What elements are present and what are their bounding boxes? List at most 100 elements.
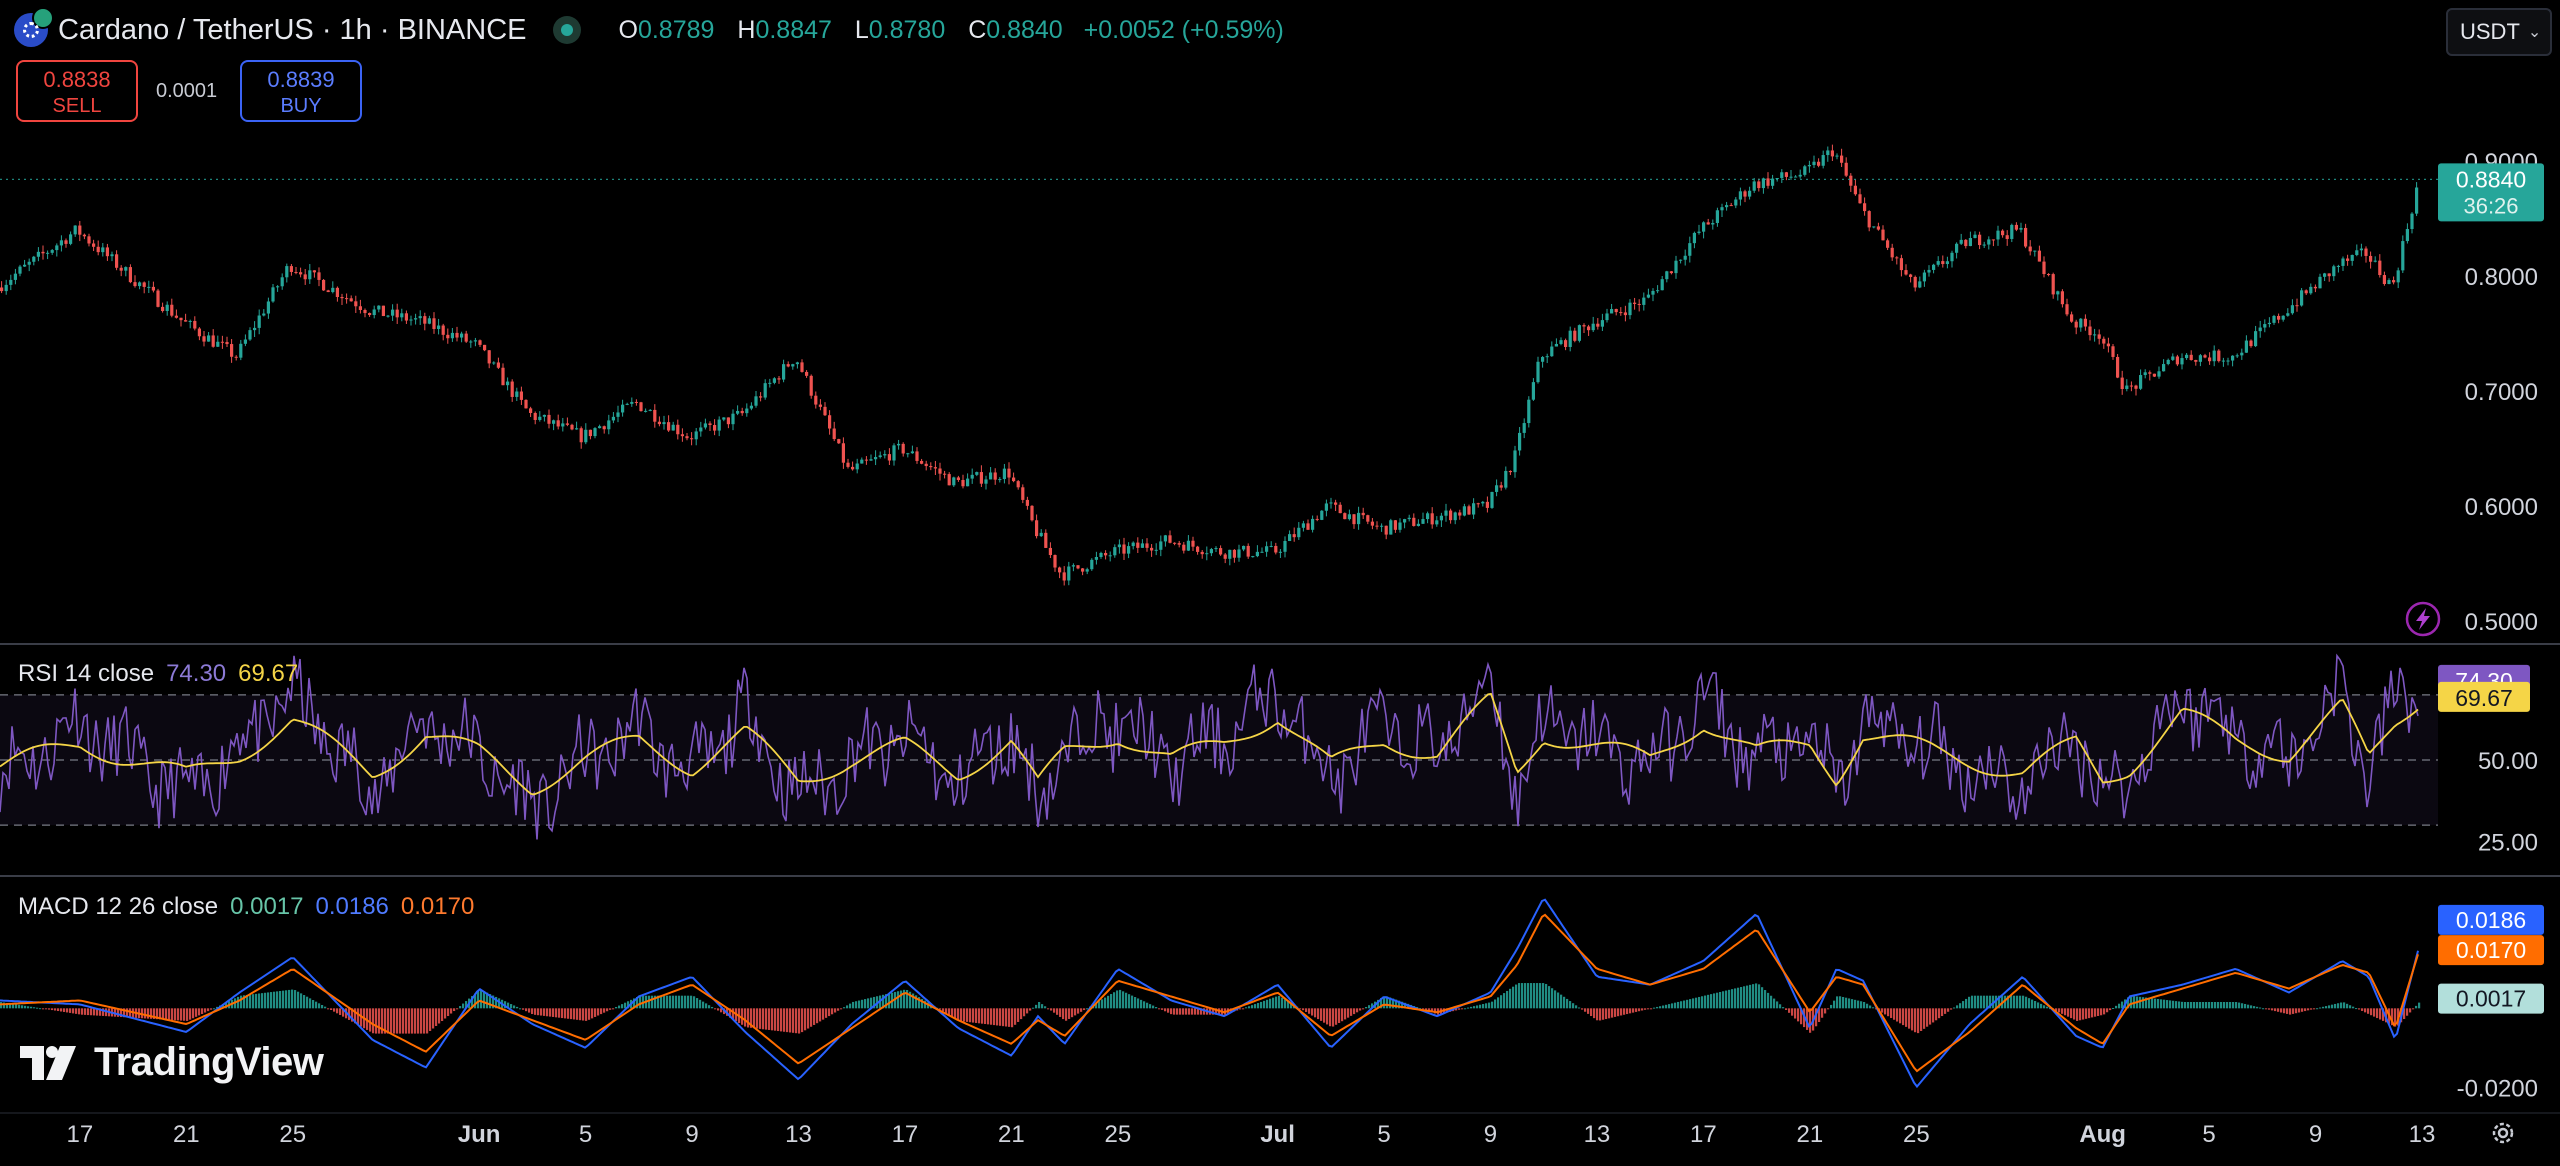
macd-histogram-bar	[1779, 1004, 1782, 1009]
candle	[2019, 227, 2023, 230]
macd-histogram-bar	[2166, 1000, 2169, 1009]
macd-histogram-bar	[1590, 1008, 1593, 1017]
macd-histogram-bar	[474, 993, 477, 1009]
rsi-line	[0, 653, 2419, 840]
candle	[1757, 181, 1761, 189]
candle	[1476, 503, 1480, 505]
macd-histogram-bar	[2022, 995, 2025, 1009]
macd-histogram-bar	[2253, 1006, 2256, 1009]
candle	[952, 477, 956, 486]
buy-button[interactable]: 0.8839 BUY	[240, 60, 362, 122]
macd-histogram-bar	[2121, 1001, 2124, 1009]
macd-histogram-bar	[669, 995, 672, 1009]
macd-histogram-bar	[831, 1008, 834, 1015]
macd-histogram-bar	[1212, 1008, 1215, 1015]
macd-histogram-bar	[78, 1008, 81, 1015]
candle	[1692, 232, 1696, 244]
macd-histogram-bar	[1083, 1008, 1086, 1011]
candle	[50, 250, 54, 253]
macd-legend[interactable]: MACD 12 26 close 0.0017 0.0186 0.0170	[18, 893, 474, 921]
rsi-legend[interactable]: RSI 14 close 74.30 69.67	[18, 660, 298, 688]
candle	[1821, 155, 1825, 166]
macd-histogram-bar	[1029, 1008, 1032, 1011]
market-status-icon[interactable]	[552, 16, 581, 44]
candle	[1784, 172, 1788, 177]
macd-histogram-bar	[1353, 1008, 1356, 1015]
candle	[915, 451, 919, 461]
candle	[1835, 155, 1839, 157]
macd-histogram-bar	[1164, 1008, 1167, 1012]
macd-histogram-bar	[594, 1008, 597, 1017]
candle	[1090, 559, 1094, 570]
macd-pane[interactable]	[0, 898, 2421, 1089]
macd-histogram-bar	[903, 989, 906, 1009]
symbol-title[interactable]: Cardano / TetherUS · 1h · BINANCE	[58, 13, 527, 46]
macd-histogram-bar	[1707, 994, 1710, 1009]
macd-histogram-bar	[606, 1008, 609, 1012]
macd-histogram-bar	[2247, 1004, 2250, 1009]
time-tick-label: 5	[1377, 1121, 1390, 1148]
candle	[1297, 527, 1301, 538]
candle	[1812, 161, 1816, 166]
macd-histogram-bar	[759, 1008, 762, 1029]
candle	[280, 277, 284, 287]
macd-histogram-bar	[741, 1008, 744, 1025]
macd-histogram-bar	[1383, 996, 1386, 1009]
macd-histogram-bar	[1521, 983, 1524, 1009]
macd-histogram-bar	[1344, 1008, 1347, 1020]
macd-histogram-bar	[1914, 1008, 1917, 1033]
macd-histogram-bar	[1170, 1008, 1173, 1015]
sell-button[interactable]: 0.8838 SELL	[16, 60, 138, 122]
candle	[736, 410, 740, 414]
candle	[910, 451, 914, 454]
candle	[1352, 514, 1356, 525]
lightning-icon[interactable]	[2404, 600, 2442, 638]
candle	[897, 443, 901, 446]
candle	[1527, 399, 1531, 424]
macd-histogram-bar	[687, 995, 690, 1009]
candle	[2070, 314, 2074, 322]
macd-histogram-bar	[1617, 1008, 1620, 1017]
symbol-header[interactable]: Cardano / TetherUS · 1h · BINANCE O0.878…	[14, 7, 1284, 50]
macd-histogram-bar	[849, 1003, 852, 1009]
candle	[2208, 357, 2212, 362]
macd-histogram-bar	[2361, 1008, 2364, 1011]
price-tick-label: 0.7000	[2465, 379, 2538, 406]
candle	[450, 332, 454, 339]
macd-histogram-bar	[2325, 1006, 2328, 1009]
candle	[2125, 385, 2129, 390]
candle	[469, 341, 473, 343]
candle	[1485, 501, 1489, 508]
candle	[933, 467, 937, 469]
macd-histogram-bar	[858, 1000, 861, 1009]
candle	[1600, 320, 1604, 327]
candle	[96, 246, 100, 253]
candle	[708, 423, 712, 426]
macd-histogram-bar	[1857, 1000, 1860, 1009]
candle	[828, 415, 832, 429]
rsi-pane[interactable]	[0, 653, 2438, 840]
macd-histogram-bar	[183, 1008, 186, 1021]
macd-histogram-bar	[255, 993, 258, 1009]
macd-histogram-bar	[408, 1008, 411, 1034]
currency-select[interactable]: USDT ⌄	[2446, 8, 2552, 56]
price-pane[interactable]	[0, 144, 2438, 586]
candle	[823, 406, 827, 416]
macd-histogram-bar	[450, 1008, 453, 1014]
candle	[2001, 230, 2005, 236]
macd-histogram-bar	[1584, 1008, 1587, 1012]
candle	[1150, 547, 1154, 551]
macd-histogram-bar	[186, 1008, 189, 1021]
candle	[1743, 191, 1747, 197]
macd-histogram-bar	[1494, 999, 1497, 1009]
gear-icon[interactable]	[2488, 1118, 2518, 1148]
macd-histogram-bar	[2352, 1006, 2355, 1009]
macd-histogram-bar	[252, 994, 255, 1009]
macd-histogram-bar	[2196, 1002, 2199, 1009]
tradingview-logo[interactable]: TradingView	[20, 1040, 324, 1085]
candle	[1324, 503, 1328, 511]
candle	[202, 336, 206, 342]
macd-histogram-bar	[699, 999, 702, 1009]
macd-histogram-bar	[663, 995, 666, 1009]
